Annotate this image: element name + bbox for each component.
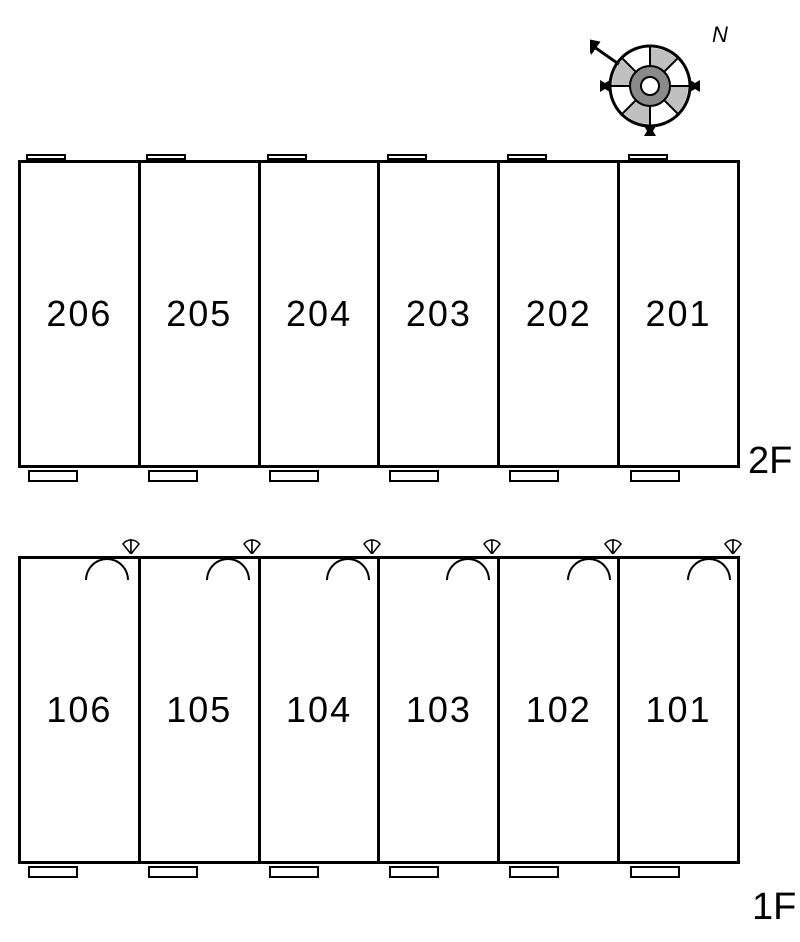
porch-gate-icon <box>362 538 382 554</box>
top-tab <box>267 154 307 160</box>
unit-label: 103 <box>406 689 472 731</box>
step-tab <box>630 470 680 482</box>
floor-label-1f: 1F <box>752 886 796 929</box>
unit-label: 203 <box>406 293 472 335</box>
unit-cell: 102 <box>497 559 617 861</box>
step-tab <box>269 470 319 482</box>
porch-gate-icon <box>482 538 502 554</box>
top-tab <box>146 154 186 160</box>
unit-label: 101 <box>646 689 712 731</box>
floor-1f-block: 106 105 104 103 102 101 <box>18 556 740 864</box>
top-tab <box>507 154 547 160</box>
unit-label: 205 <box>166 293 232 335</box>
unit-cell: 105 <box>138 559 258 861</box>
top-tab <box>26 154 66 160</box>
porch-gate-icon <box>242 538 262 554</box>
step-tab <box>389 470 439 482</box>
porch-gate-icon <box>121 538 141 554</box>
unit-cell: 204 <box>258 163 378 465</box>
floor-2f-block: 206 205 204 203 202 201 <box>18 160 740 468</box>
floor-label-2f: 2F <box>748 440 792 483</box>
top-tab <box>628 154 668 160</box>
unit-label: 204 <box>286 293 352 335</box>
step-tab <box>389 866 439 878</box>
unit-cell: 203 <box>377 163 497 465</box>
unit-label: 206 <box>46 293 112 335</box>
step-tab <box>148 866 198 878</box>
unit-label: 202 <box>526 293 592 335</box>
unit-cell: 202 <box>497 163 617 465</box>
step-tab <box>28 866 78 878</box>
compass-n-label: N <box>712 22 728 47</box>
unit-cell: 101 <box>617 559 737 861</box>
step-tab <box>148 470 198 482</box>
unit-label: 106 <box>46 689 112 731</box>
unit-label: 102 <box>526 689 592 731</box>
unit-cell: 206 <box>21 163 138 465</box>
step-tab <box>269 866 319 878</box>
unit-label: 104 <box>286 689 352 731</box>
unit-cell: 106 <box>21 559 138 861</box>
step-tab <box>509 470 559 482</box>
unit-cell: 201 <box>617 163 737 465</box>
unit-cell: 104 <box>258 559 378 861</box>
porch-gate-icon <box>723 538 743 554</box>
porch-gate-icon <box>603 538 623 554</box>
compass-icon: N <box>590 18 760 138</box>
unit-label: 105 <box>166 689 232 731</box>
step-tab <box>28 470 78 482</box>
floorplan-canvas: N 206 205 204 203 202 201 2F 106 105 <box>0 0 800 942</box>
unit-cell: 205 <box>138 163 258 465</box>
unit-label: 201 <box>646 293 712 335</box>
unit-cell: 103 <box>377 559 497 861</box>
step-tab <box>630 866 680 878</box>
top-tab <box>387 154 427 160</box>
step-tab <box>509 866 559 878</box>
